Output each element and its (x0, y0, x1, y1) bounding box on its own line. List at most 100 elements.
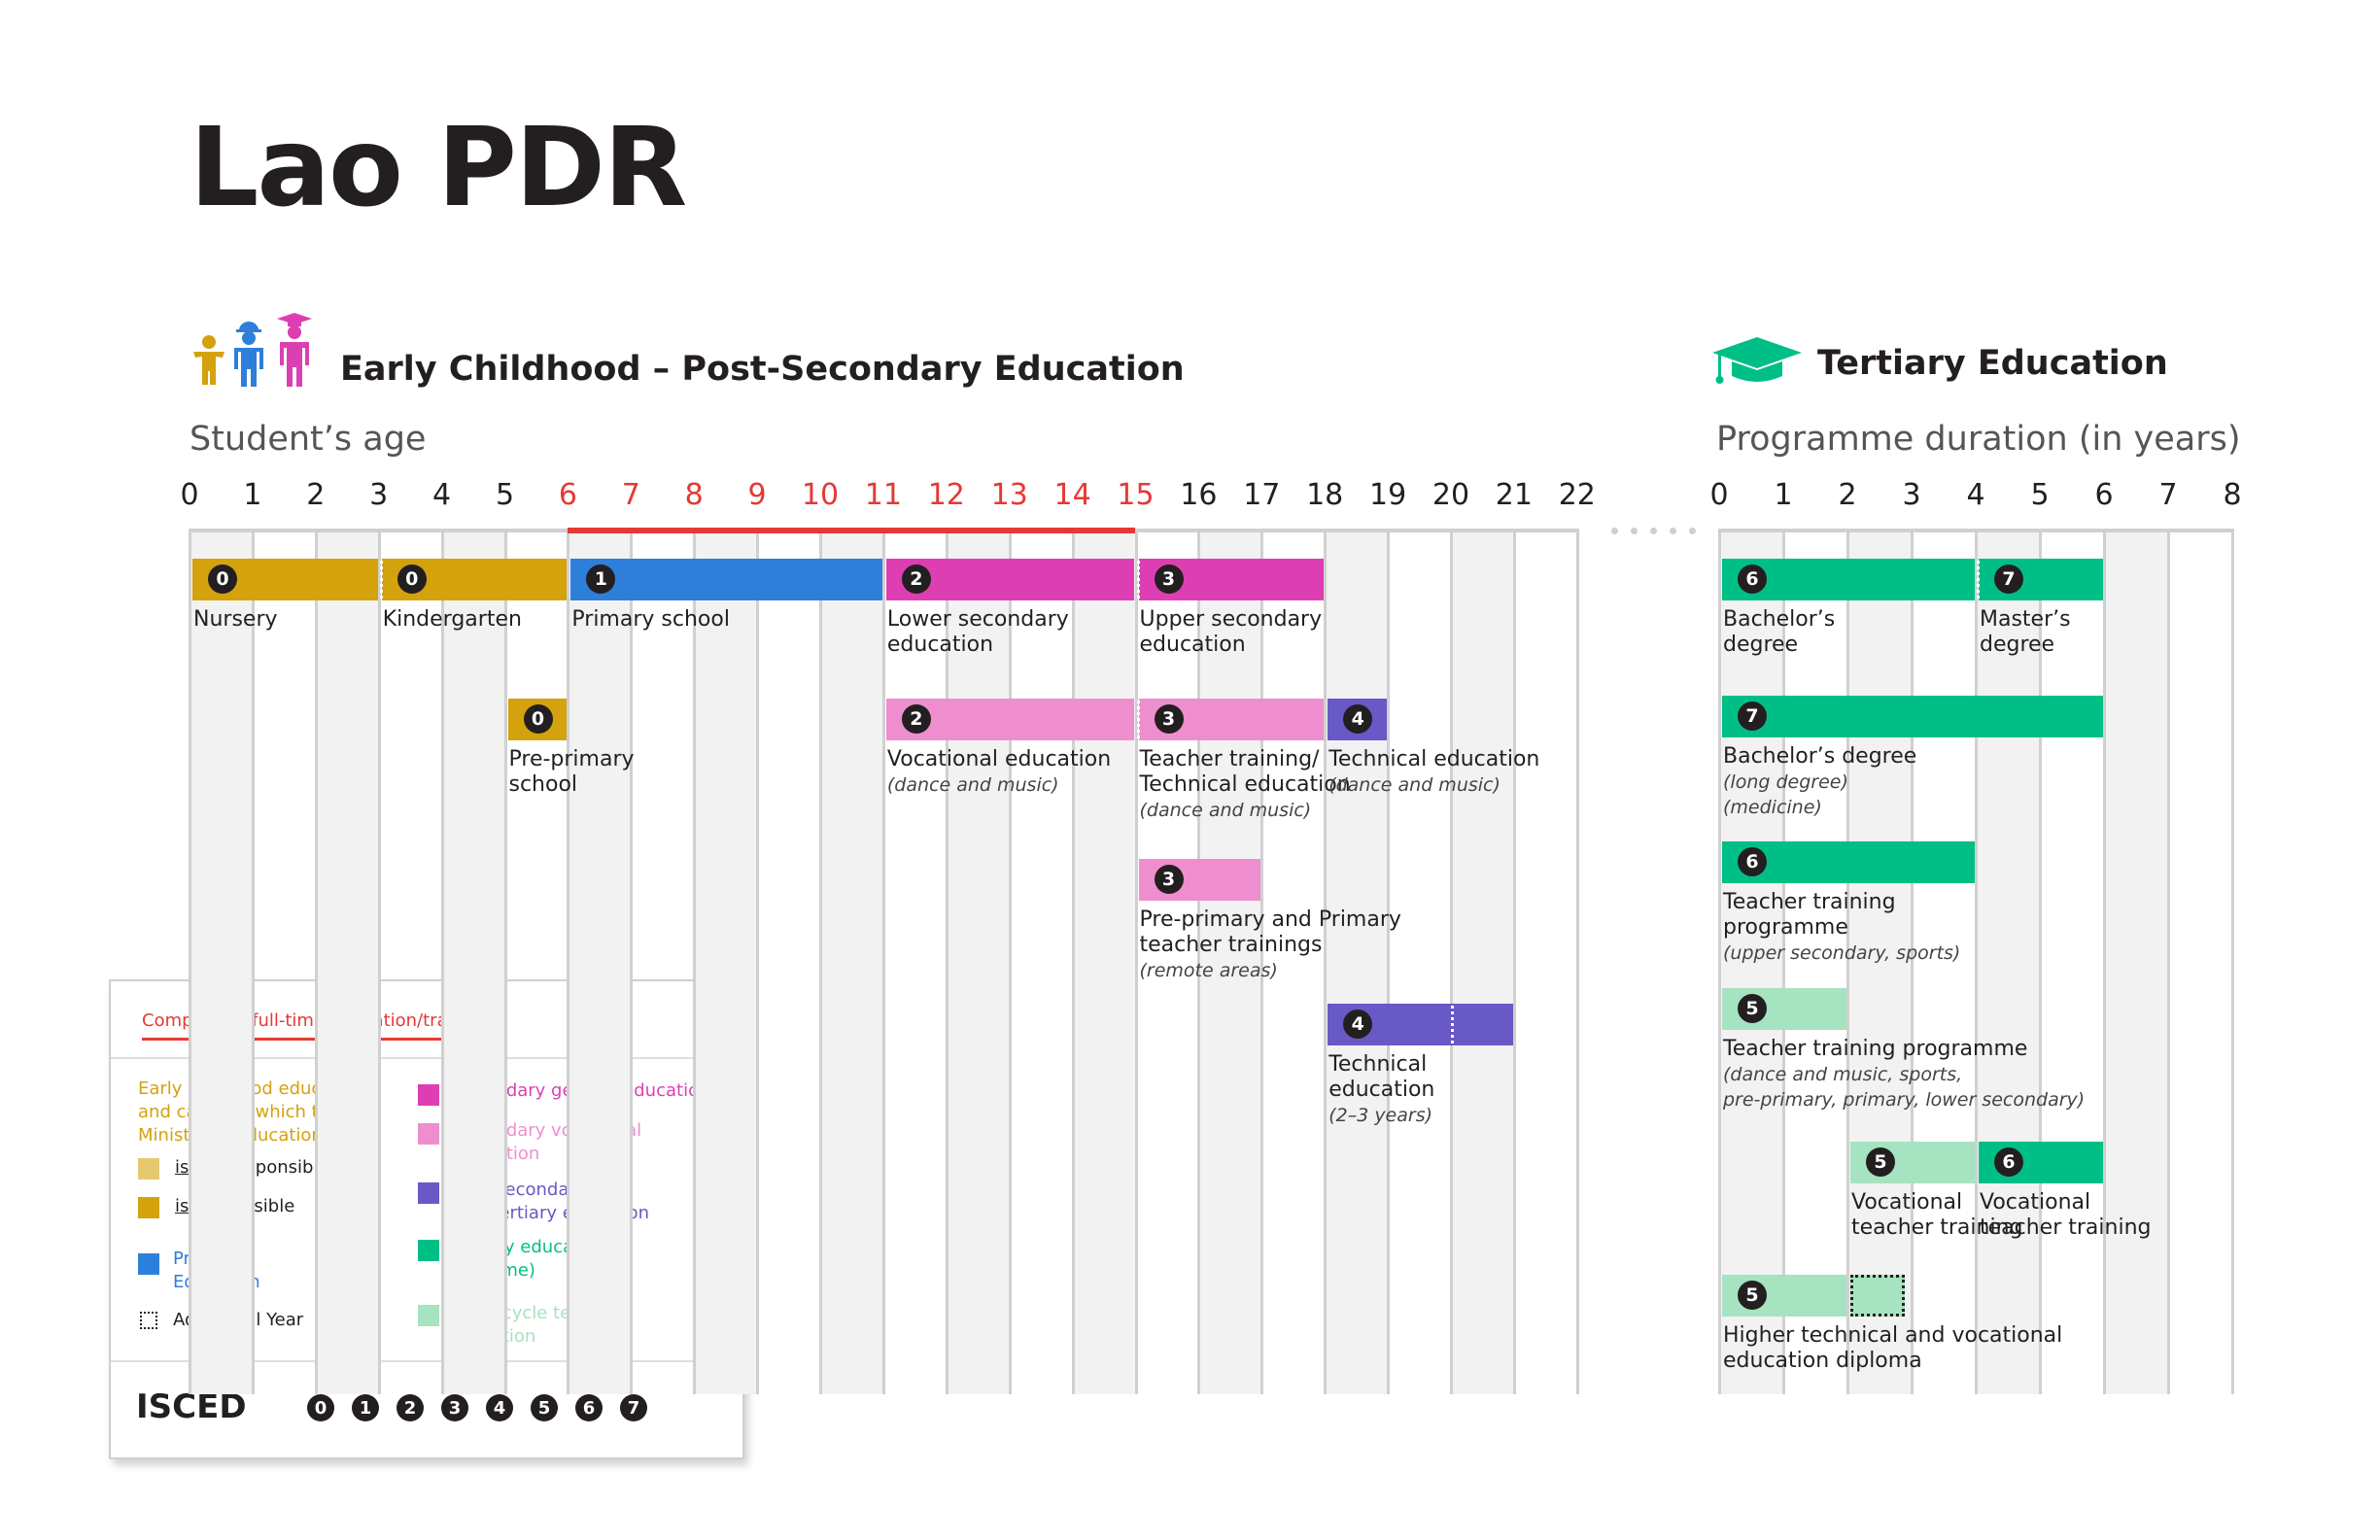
duration-grid-line (1782, 529, 1785, 1394)
age-label-row0-0: Nursery (193, 607, 278, 633)
programme-name: teacher trainings (1139, 933, 1323, 957)
programme-name: Master’s (1980, 607, 2071, 632)
legend-divider-bottom (111, 1360, 742, 1362)
age-grid-line (1260, 529, 1264, 1394)
age-label-row1-2: Teacher training/Technical education (dan… (1140, 747, 1351, 823)
age-tick-14: 14 (1053, 478, 1091, 512)
additional-year-separator (1136, 561, 1140, 599)
programme-name: Pre-primary and Primary (1139, 907, 1401, 932)
programme-name: education diploma (1723, 1349, 1922, 1373)
axis-gap-dot (1650, 528, 1657, 534)
legend-compulsory-line (142, 1038, 486, 1041)
age-grid-column (441, 532, 505, 1394)
duration-label-row4-0: Vocational teacher training (1851, 1190, 2022, 1241)
isced-badge-7: 7 (1738, 702, 1767, 731)
age-grid-line (1008, 529, 1012, 1394)
programme-name: Bachelor’s (1723, 607, 1836, 632)
age-tick-17: 17 (1243, 478, 1281, 512)
age-grid-column (190, 532, 253, 1394)
duration-label-row4-1: Vocational teacher training (1980, 1190, 2151, 1241)
programme-note: (dance and music) (1328, 774, 1500, 796)
isced-badge-5: 5 (531, 1394, 558, 1421)
isced-badge-5: 5 (1738, 1281, 1767, 1310)
isced-badge-6: 6 (1994, 1147, 2023, 1177)
programme-note: (medicine) (1723, 797, 1822, 818)
age-bar-row0-2 (570, 559, 882, 600)
duration-tick-2: 2 (1838, 478, 1857, 512)
programme-name: Upper secondary (1139, 607, 1323, 632)
age-grid-line (1387, 529, 1391, 1394)
age-grid-line (1512, 529, 1516, 1394)
age-tick-4: 4 (432, 478, 452, 512)
age-label-row2-0: Pre-primary and Primary teacher trainings… (1140, 907, 1401, 983)
additional-year-separator (379, 561, 383, 599)
isced-badge-2: 2 (901, 704, 931, 734)
duration-grid-line (2039, 529, 2042, 1394)
compulsory-education-bar (568, 528, 1136, 533)
programme-name: Vocational education (886, 747, 1112, 771)
age-label-row1-0: Pre-primary school (509, 747, 635, 798)
age-tick-8: 8 (684, 478, 704, 512)
age-tick-9: 9 (747, 478, 767, 512)
programme-note: (dance and music) (1139, 800, 1312, 821)
section-title-tertiary: Tertiary Education (1817, 344, 2168, 383)
duration-label-row0-1: Master’s degree (1980, 607, 2071, 658)
additional-year-separator (1977, 561, 1980, 599)
duration-grid-column (2104, 532, 2168, 1394)
programme-name: Teacher training (1723, 890, 1896, 914)
programme-name: Technical (1328, 1052, 1428, 1077)
age-grid-line (881, 529, 885, 1394)
isced-badge-5: 5 (1738, 994, 1767, 1023)
age-grid-column (568, 532, 632, 1394)
legend-divider-top (111, 1057, 742, 1059)
programme-name: Primary school (571, 607, 730, 632)
duration-tick-4: 4 (1966, 478, 1985, 512)
axis-title-age: Student’s age (190, 420, 427, 459)
programme-name: teacher training (1980, 1215, 2152, 1240)
age-tick-21: 21 (1495, 478, 1533, 512)
programme-name: Teacher training programme (1723, 1037, 2028, 1061)
age-grid-column (315, 532, 379, 1394)
programme-note: (upper secondary, sports) (1723, 942, 1961, 964)
duration-tick-6: 6 (2094, 478, 2114, 512)
duration-tick-7: 7 (2158, 478, 2178, 512)
programme-note: (dance and music, sports, (1723, 1064, 1963, 1085)
programme-note: (2–3 years) (1328, 1105, 1433, 1126)
programme-note: (dance and music) (886, 774, 1059, 796)
page-title: Lao PDR (190, 105, 687, 231)
age-grid-line (440, 529, 444, 1394)
age-grid-column (694, 532, 758, 1394)
programme-name: programme (1723, 915, 1848, 940)
duration-grid-line (1846, 529, 1849, 1394)
duration-grid-column (1847, 532, 1912, 1394)
isced-badge-3: 3 (441, 1394, 468, 1421)
age-grid-line (1575, 529, 1579, 1394)
isced-badge-1: 1 (352, 1394, 379, 1421)
age-tick-16: 16 (1180, 478, 1218, 512)
age-tick-10: 10 (801, 478, 840, 512)
duration-tick-1: 1 (1774, 478, 1793, 512)
programme-name: Vocational (1851, 1190, 1963, 1215)
isced-badge-0: 0 (523, 704, 553, 734)
duration-grid-line (1911, 529, 1914, 1394)
isced-badge-6: 6 (1738, 847, 1767, 876)
legend-swatch-post-secondary (418, 1182, 439, 1204)
duration-bar-row1-0 (1722, 696, 2103, 737)
axis-gap-dot (1631, 528, 1638, 534)
axis-title-duration: Programme duration (in years) (1716, 420, 2241, 459)
isced-badge-6: 6 (575, 1394, 603, 1421)
age-grid-column (1072, 532, 1136, 1394)
programme-name: degree (1723, 633, 1799, 657)
age-grid-line (567, 529, 570, 1394)
duration-tick-0: 0 (1709, 478, 1729, 512)
programme-name: Higher technical and vocational (1723, 1323, 2063, 1348)
axis-gap-dot (1670, 528, 1676, 534)
age-label-row0-1: Kindergarten (383, 607, 522, 633)
age-label-row0-4: Upper secondary education (1140, 607, 1323, 658)
age-tick-11: 11 (864, 478, 902, 512)
age-grid-line (1071, 529, 1075, 1394)
programme-note: pre-primary, primary, lower secondary) (1723, 1089, 2086, 1111)
duration-label-row1-0: Bachelor’s degree (long degree) (medicine) (1723, 744, 1916, 820)
age-tick-2: 2 (306, 478, 326, 512)
age-tick-19: 19 (1369, 478, 1407, 512)
